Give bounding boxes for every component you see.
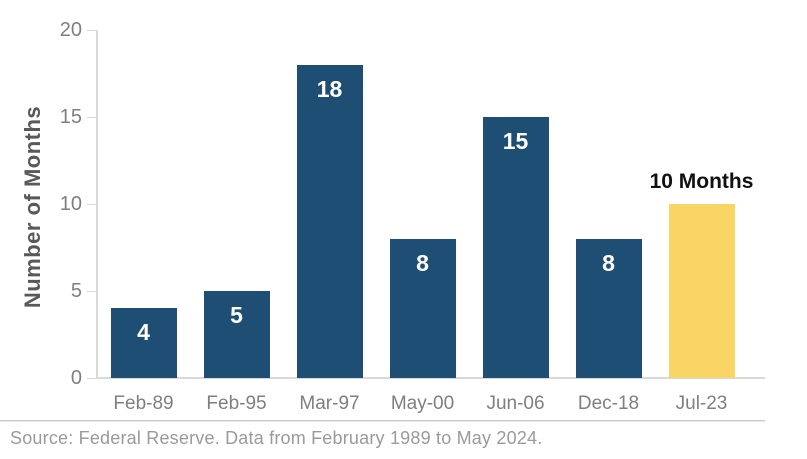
bar-value-label: 8	[602, 250, 615, 276]
y-tick-label: 15	[59, 106, 82, 128]
bar: 5	[203, 291, 270, 378]
bar: 4	[110, 308, 177, 378]
footer-divider	[0, 420, 765, 421]
y-tick-label: 0	[70, 367, 82, 389]
x-tick-label: Dec-18	[577, 393, 640, 414]
y-tick-mark	[87, 291, 97, 292]
x-tick-label: Feb-95	[206, 393, 267, 414]
y-tick-mark	[87, 30, 97, 31]
x-tick-label: Jun-06	[486, 393, 545, 414]
bar: 18	[296, 65, 363, 378]
highlight-annotation: 10 Months	[649, 170, 754, 193]
bar-highlighted	[668, 204, 735, 378]
bar: 15	[482, 117, 549, 378]
bar-value-label: 4	[137, 319, 150, 345]
y-tick-label: 10	[59, 193, 82, 215]
bar-value-label: 5	[230, 302, 243, 328]
bar: 8	[389, 239, 456, 378]
y-tick-label: 5	[70, 280, 82, 302]
y-tick-mark	[87, 117, 97, 118]
source-note: Source: Federal Reserve. Data from Febru…	[10, 428, 543, 448]
x-tick-label: Feb-89	[113, 393, 174, 414]
bar-value-label: 15	[502, 128, 529, 154]
y-tick-mark	[87, 204, 97, 205]
y-tick-mark	[87, 378, 97, 379]
x-axis-line	[97, 377, 765, 379]
y-tick-label: 20	[59, 19, 82, 41]
bar-value-label: 18	[316, 76, 343, 102]
bar-value-label: 8	[416, 250, 429, 276]
x-tick-label: May-00	[390, 393, 455, 414]
bar: 8	[575, 239, 642, 378]
y-axis-line	[96, 30, 98, 378]
x-tick-label: Mar-97	[299, 393, 360, 414]
x-tick-label: Jul-23	[675, 393, 728, 414]
